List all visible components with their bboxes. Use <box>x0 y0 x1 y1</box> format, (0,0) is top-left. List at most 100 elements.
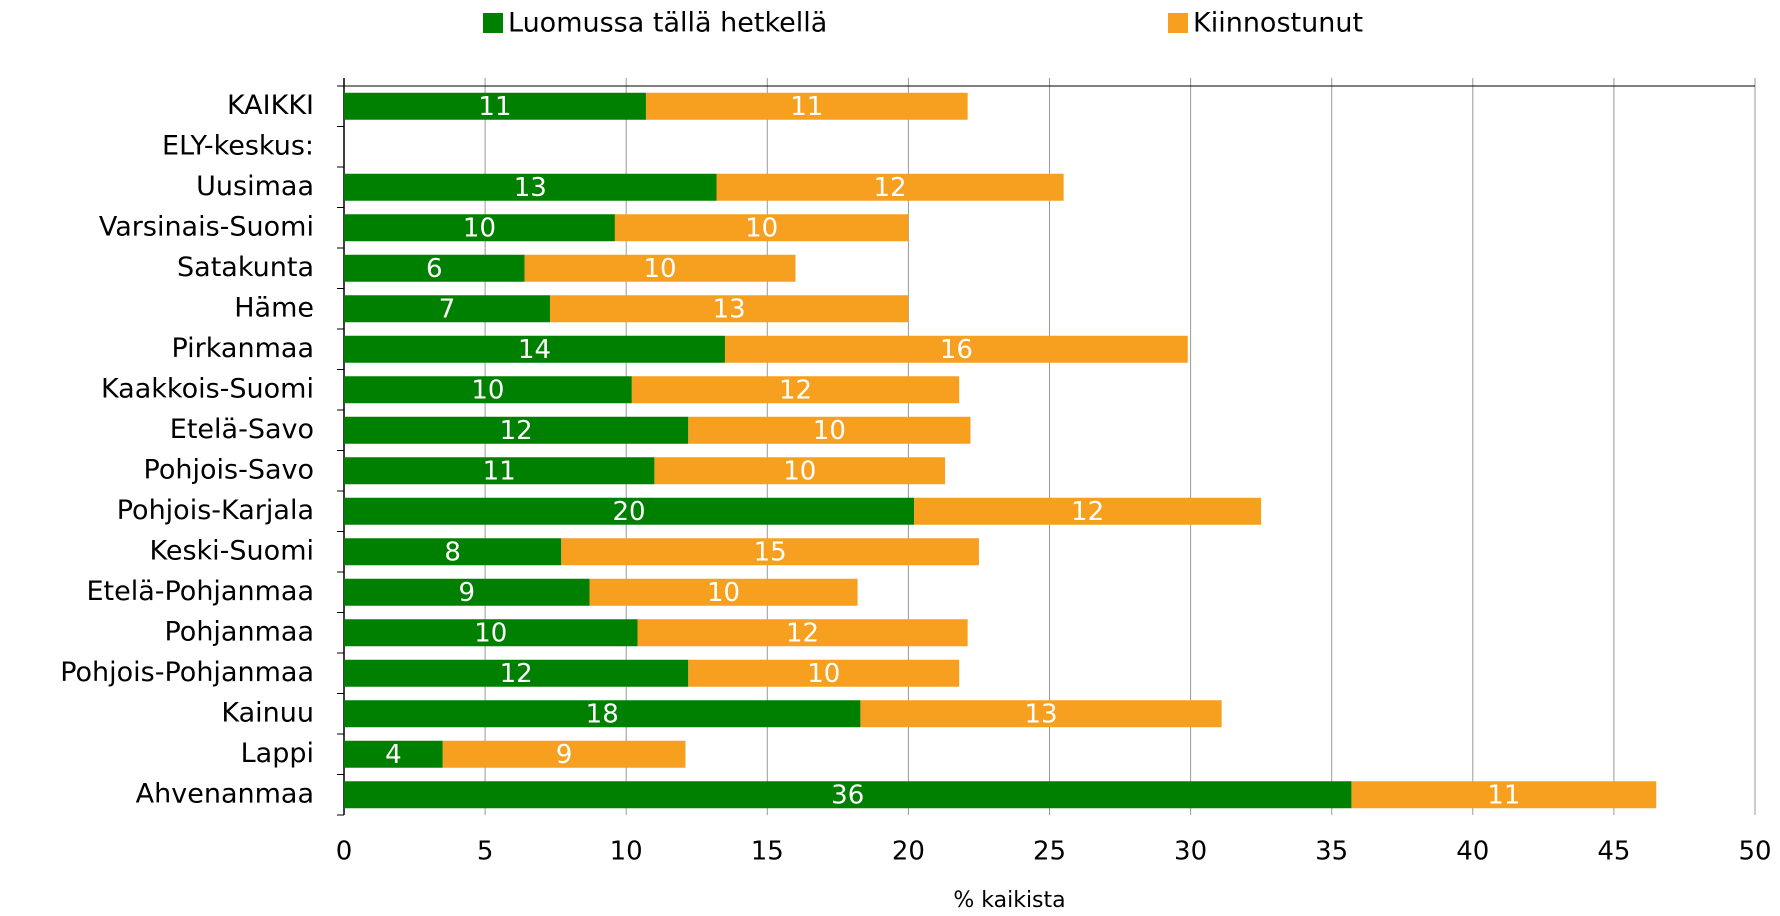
bar-label: 10 <box>707 578 740 608</box>
x-tick-label: 40 <box>1456 837 1489 867</box>
bar-label: 13 <box>1024 699 1057 729</box>
bar-label: 15 <box>754 537 787 567</box>
y-tick-label: Satakunta <box>177 252 314 283</box>
bar-label: 10 <box>644 254 677 284</box>
bar <box>344 659 689 687</box>
legend-label: Kiinnostunut <box>1193 8 1363 39</box>
bar-label: 4 <box>385 740 402 770</box>
bar <box>344 173 717 201</box>
bar <box>344 538 562 566</box>
y-tick-label: Ahvenanmaa <box>136 778 314 809</box>
bar <box>344 335 725 363</box>
x-tick-label: 25 <box>1033 837 1066 867</box>
y-tick-label: Lappi <box>241 738 314 769</box>
bar-label: 9 <box>458 578 475 608</box>
bar <box>344 619 638 647</box>
bar-label: 10 <box>783 456 816 486</box>
bar <box>654 457 946 485</box>
y-tick-label: Häme <box>234 292 314 323</box>
y-tick-label: Etelä-Savo <box>170 414 314 445</box>
bar <box>344 457 655 485</box>
y-tick-label: Pirkanmaa <box>171 333 314 364</box>
bar-label: 12 <box>500 416 533 446</box>
x-tick-label: 5 <box>477 837 494 867</box>
bar-label: 14 <box>518 335 551 365</box>
legend-swatch <box>483 13 503 33</box>
bar-label: 10 <box>463 213 496 243</box>
bar <box>344 781 1352 809</box>
y-tick-label: Etelä-Pohjanmaa <box>86 576 314 607</box>
y-tick-label: Pohjois-Karjala <box>117 495 314 526</box>
bar <box>550 295 909 323</box>
bar <box>344 376 632 404</box>
bar <box>442 740 686 768</box>
bar-label: 6 <box>426 254 443 284</box>
y-tick-label: Varsinais-Suomi <box>99 211 314 242</box>
bar-label: 12 <box>500 659 533 689</box>
bar-label: 12 <box>786 618 819 648</box>
bar-label: 10 <box>471 375 504 405</box>
bar <box>344 497 915 525</box>
bar-label: 13 <box>713 294 746 324</box>
x-axis-title: % kaikista <box>953 888 1065 913</box>
bar-label: 20 <box>612 497 645 527</box>
y-tick-label: Pohjois-Pohjanmaa <box>60 657 314 688</box>
bar <box>645 92 968 120</box>
bar <box>561 538 979 566</box>
bar-label: 9 <box>556 740 573 770</box>
bar <box>688 416 971 444</box>
bar-label: 10 <box>813 416 846 446</box>
bar <box>344 92 646 120</box>
bar <box>589 578 858 606</box>
x-tick-label: 50 <box>1738 837 1771 867</box>
bar-label: 10 <box>474 618 507 648</box>
bar-label: 12 <box>779 375 812 405</box>
y-tick-label: Kaakkois-Suomi <box>101 373 314 404</box>
bar <box>344 700 861 728</box>
bar-label: 36 <box>831 780 864 810</box>
x-tick-label: 30 <box>1174 837 1207 867</box>
y-tick-label: Kainuu <box>221 697 314 728</box>
bar <box>524 254 796 282</box>
bar-label: 18 <box>586 699 619 729</box>
bar <box>344 295 551 323</box>
x-tick-label: 35 <box>1315 837 1348 867</box>
bar-label: 11 <box>483 456 516 486</box>
bar <box>344 578 590 606</box>
y-tick-label: Keski-Suomi <box>150 535 315 566</box>
bar-label: 12 <box>1071 497 1104 527</box>
bar <box>860 700 1222 728</box>
bar-label: 8 <box>444 537 461 567</box>
bar-label: 11 <box>1487 780 1520 810</box>
bar <box>716 173 1064 201</box>
y-tick-label: ELY-keskus: <box>162 130 314 161</box>
legend-swatch <box>1168 13 1188 33</box>
x-tick-label: 10 <box>610 837 643 867</box>
bar-label: 12 <box>874 173 907 203</box>
bar <box>688 659 960 687</box>
x-tick-label: 45 <box>1597 837 1630 867</box>
bar <box>344 740 443 768</box>
y-tick-label: Pohjois-Savo <box>144 454 314 485</box>
x-tick-label: 15 <box>751 837 784 867</box>
bar-label: 11 <box>790 92 823 122</box>
bar <box>344 416 689 444</box>
bar <box>637 619 968 647</box>
bar-label: 11 <box>478 92 511 122</box>
y-tick-label: Pohjanmaa <box>164 616 314 647</box>
bar-label: 7 <box>439 294 456 324</box>
bar-label: 10 <box>745 213 778 243</box>
bar-label: 16 <box>940 335 973 365</box>
bar <box>614 214 909 242</box>
legend-label: Luomussa tällä hetkellä <box>508 8 827 39</box>
bar <box>724 335 1188 363</box>
bar <box>914 497 1262 525</box>
x-tick-label: 20 <box>892 837 925 867</box>
bar <box>1351 781 1657 809</box>
bar-label: 13 <box>514 173 547 203</box>
bar-label: 10 <box>807 659 840 689</box>
x-tick-label: 0 <box>336 837 353 867</box>
bar <box>344 214 615 242</box>
y-tick-label: KAIKKI <box>227 90 314 121</box>
